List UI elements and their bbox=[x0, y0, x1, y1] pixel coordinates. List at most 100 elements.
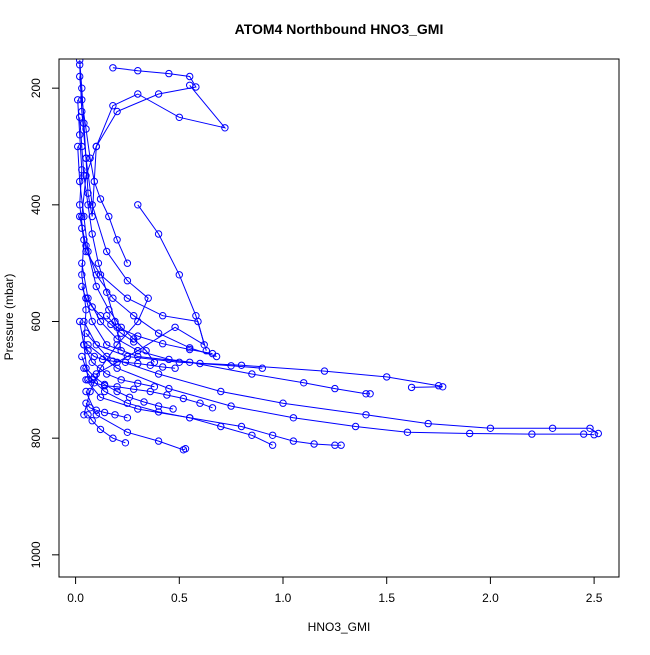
data-point bbox=[130, 312, 138, 320]
data-point bbox=[121, 439, 130, 447]
data-point bbox=[82, 399, 90, 407]
y-axis-label: Pressure (mbar) bbox=[2, 274, 16, 361]
data-point bbox=[217, 387, 225, 396]
data-point bbox=[248, 431, 256, 439]
data-point bbox=[150, 383, 159, 391]
x-tick-label: 2.5 bbox=[586, 591, 603, 605]
data-point bbox=[165, 384, 173, 393]
data-point bbox=[123, 414, 132, 422]
data-point bbox=[337, 441, 345, 449]
data-point bbox=[92, 411, 101, 419]
data-point bbox=[78, 282, 86, 291]
data-point bbox=[134, 347, 142, 355]
data-point bbox=[175, 271, 184, 279]
data-point bbox=[76, 177, 84, 186]
data-point bbox=[76, 317, 84, 326]
data-point bbox=[109, 294, 117, 302]
data-point bbox=[134, 67, 142, 75]
data-point bbox=[407, 383, 416, 392]
data-point bbox=[92, 142, 101, 151]
series-4 bbox=[82, 294, 374, 398]
data-point bbox=[159, 363, 167, 371]
data-point bbox=[109, 357, 117, 365]
series-line bbox=[85, 391, 186, 451]
data-point bbox=[310, 440, 318, 448]
x-tick-label: 0.0 bbox=[67, 591, 84, 605]
data-point bbox=[96, 393, 105, 401]
data-point bbox=[76, 59, 84, 64]
data-point bbox=[134, 359, 142, 368]
data-point bbox=[96, 425, 105, 434]
data-point bbox=[88, 201, 96, 209]
data-point bbox=[258, 364, 266, 372]
series-line bbox=[79, 216, 217, 357]
data-point bbox=[82, 125, 90, 133]
data-point bbox=[154, 408, 163, 416]
data-point bbox=[142, 347, 150, 355]
data-point bbox=[366, 390, 374, 398]
plot-frame bbox=[58, 58, 620, 578]
data-point bbox=[237, 422, 246, 431]
chart-title: ATOM4 Northbound HNO3_GMI bbox=[235, 21, 444, 37]
series-line bbox=[81, 286, 134, 343]
data-point bbox=[159, 340, 167, 348]
data-point bbox=[82, 364, 90, 372]
data-point bbox=[90, 373, 99, 381]
data-point bbox=[196, 399, 204, 407]
data-point bbox=[92, 341, 101, 349]
series-line bbox=[77, 146, 155, 363]
data-point bbox=[134, 201, 142, 209]
data-point bbox=[80, 411, 88, 419]
data-point bbox=[82, 306, 90, 314]
data-point bbox=[154, 402, 163, 410]
series-line bbox=[77, 99, 89, 380]
data-point bbox=[111, 411, 119, 419]
data-point bbox=[80, 236, 88, 244]
series-15 bbox=[76, 72, 132, 267]
data-point bbox=[88, 303, 96, 311]
data-point bbox=[84, 189, 92, 197]
data-point bbox=[76, 61, 84, 69]
series-11 bbox=[76, 61, 152, 419]
series-line bbox=[85, 332, 599, 434]
data-point bbox=[103, 370, 111, 378]
data-point bbox=[76, 113, 84, 122]
series-7 bbox=[84, 341, 598, 439]
data-point bbox=[169, 405, 177, 413]
data-point bbox=[362, 411, 370, 419]
data-point bbox=[320, 367, 329, 375]
data-point bbox=[202, 347, 211, 355]
data-point bbox=[434, 382, 443, 390]
data-point bbox=[154, 329, 163, 337]
data-point bbox=[175, 113, 184, 122]
series-line bbox=[79, 64, 149, 415]
data-point bbox=[88, 230, 96, 238]
data-point bbox=[217, 422, 225, 431]
data-point bbox=[117, 376, 125, 384]
data-point bbox=[590, 431, 598, 439]
data-point bbox=[109, 64, 117, 72]
data-point bbox=[171, 323, 179, 331]
data-point bbox=[90, 177, 99, 186]
series-line bbox=[87, 344, 595, 436]
data-point bbox=[279, 399, 287, 407]
data-point bbox=[117, 329, 125, 337]
data-point bbox=[439, 383, 447, 391]
data-point bbox=[80, 341, 88, 349]
data-point bbox=[94, 259, 103, 267]
data-point bbox=[123, 428, 132, 436]
data-point bbox=[192, 83, 200, 91]
series-5 bbox=[80, 317, 447, 392]
y-tick-label: 400 bbox=[29, 195, 43, 215]
data-point bbox=[403, 428, 412, 436]
data-point bbox=[100, 387, 109, 396]
data-point bbox=[289, 437, 298, 445]
data-point bbox=[154, 230, 163, 238]
data-point bbox=[424, 419, 432, 428]
data-point bbox=[76, 72, 84, 81]
data-point bbox=[186, 414, 194, 422]
series-line bbox=[83, 344, 176, 369]
data-point bbox=[109, 102, 117, 110]
